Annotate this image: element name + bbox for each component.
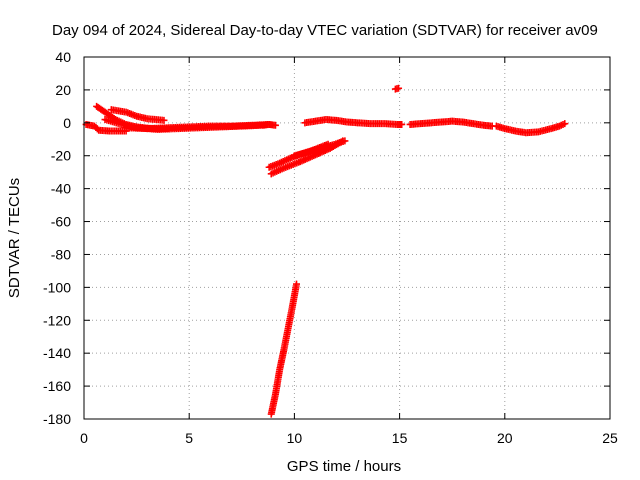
y-tick-label: -100 [43, 279, 71, 295]
y-tick-label: -120 [43, 312, 71, 328]
x-tick-label: 10 [287, 430, 303, 446]
data-point [395, 84, 403, 92]
y-tick-label: -60 [51, 214, 71, 230]
y-tick-label: -40 [51, 181, 71, 197]
x-tick-label: 0 [80, 430, 88, 446]
y-tick-label: -160 [43, 378, 71, 394]
y-axis-label: SDTVAR / TECUs [6, 178, 23, 298]
y-tick-label: 40 [55, 49, 71, 65]
data-points [82, 84, 569, 418]
grid [84, 57, 610, 419]
y-tick-label: -80 [51, 246, 71, 262]
data-point [160, 116, 168, 124]
x-tick-label: 15 [392, 430, 408, 446]
x-axis-label: GPS time / hours [287, 458, 401, 475]
data-point [271, 121, 279, 129]
data-point [398, 120, 406, 128]
data-point [341, 137, 349, 145]
axis-ticks: 0 5 10 15 20 25 40 20 0 -20 -40 -60 -80 -100 -120 -140 -… [43, 49, 618, 446]
y-tick-label: 0 [63, 115, 71, 131]
data-point [561, 120, 569, 128]
x-tick-label: 5 [185, 430, 193, 446]
data-point [93, 125, 101, 133]
y-tick-label: -20 [51, 148, 71, 164]
x-tick-label: 25 [602, 430, 618, 446]
x-tick-label: 20 [497, 430, 513, 446]
chart-title: Day 094 of 2024, Sidereal Day-to-day VTE… [52, 22, 598, 39]
y-tick-label: -140 [43, 345, 71, 361]
y-tick-label: -180 [43, 411, 71, 427]
y-tick-label: 20 [55, 82, 71, 98]
plot-frame [83, 56, 611, 420]
data-point [293, 280, 301, 288]
